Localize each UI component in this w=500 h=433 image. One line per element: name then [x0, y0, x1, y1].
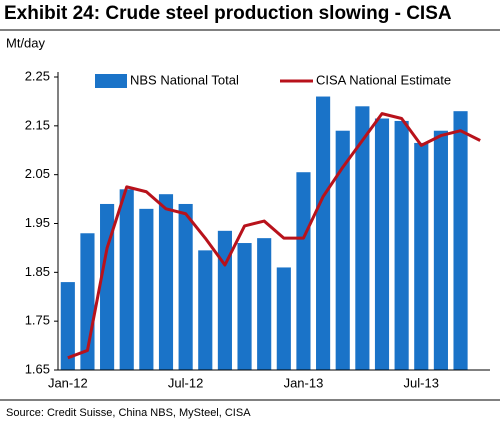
bar: [453, 111, 468, 370]
y-tick-label: 1.65: [25, 361, 50, 376]
bar: [296, 172, 311, 370]
legend-swatch: [95, 74, 127, 88]
bar: [158, 194, 174, 370]
bar: [316, 96, 331, 371]
bar: [335, 130, 350, 370]
y-tick-label: 2.05: [25, 166, 50, 181]
y-axis-label: Mt/day: [6, 35, 46, 50]
bar: [60, 282, 75, 370]
bar: [237, 243, 252, 370]
legend-label: NBS National Total: [130, 72, 239, 87]
source: Source: Credit Suisse, China NBS, MyStee…: [6, 407, 251, 419]
bar: [178, 203, 193, 370]
bar: [374, 118, 390, 370]
x-tick-label: Jan-13: [284, 375, 324, 390]
y-tick-label: 2.25: [25, 68, 50, 83]
chart-title: Exhibit 24: Crude steel production slowi…: [4, 3, 452, 24]
bar: [355, 106, 370, 371]
x-tick-label: Jan-12: [48, 375, 88, 390]
bar: [217, 230, 232, 370]
legend-label: CISA National Estimate: [316, 72, 451, 87]
y-tick-label: 1.95: [25, 215, 50, 230]
bar: [414, 142, 429, 370]
bar: [119, 189, 134, 370]
bar: [257, 238, 272, 370]
x-tick-label: Jul-12: [168, 375, 203, 390]
y-tick-label: 1.75: [25, 313, 50, 328]
bar: [100, 203, 115, 370]
line: [67, 112, 481, 360]
bar: [139, 208, 154, 370]
bar: [433, 130, 448, 370]
bar: [394, 120, 409, 370]
y-tick-label: 2.15: [25, 117, 50, 132]
bar: [198, 250, 213, 370]
x-tick-label: Jul-13: [404, 375, 439, 390]
y-tick-label: 1.85: [25, 264, 50, 279]
bar: [276, 267, 291, 370]
